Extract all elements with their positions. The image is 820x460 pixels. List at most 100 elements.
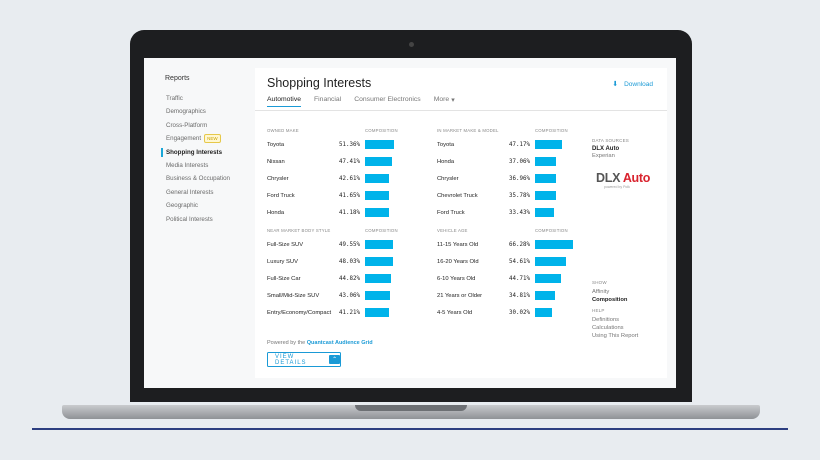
row-value: 41.21% <box>339 310 360 316</box>
view-details-label: VIEW DETAILS <box>275 353 307 366</box>
sidebar-item-traffic[interactable]: Traffic <box>166 92 256 105</box>
sidebar-item-label: Demographics <box>166 108 206 116</box>
row-value: 33.43% <box>509 210 530 216</box>
row-label: Toyota <box>437 142 455 148</box>
composition-header: COMPOSITION <box>365 228 398 233</box>
row-value: 35.78% <box>509 193 530 199</box>
row-value: 34.81% <box>509 293 530 299</box>
row-label: Honda <box>437 159 455 165</box>
section-in-market-make-model: IN MARKET MAKE & MODEL COMPOSITION Toyota 4… <box>437 128 597 223</box>
table-row: Small/Mid-Size SUV 43.06% <box>267 289 427 306</box>
show-option-composition[interactable]: Composition <box>592 297 628 303</box>
composition-bar <box>535 274 561 283</box>
table-row: 16-20 Years Old 54.61% <box>437 255 597 272</box>
floor-line <box>32 428 788 430</box>
row-label: Ford Truck <box>267 193 295 199</box>
row-value: 30.02% <box>509 310 530 316</box>
table-row: Chevrolet Truck 35.78% <box>437 189 597 206</box>
row-value: 37.06% <box>509 159 530 165</box>
composition-bar <box>365 257 393 266</box>
table-row: 6-10 Years Old 44.71% <box>437 272 597 289</box>
row-label: 6-10 Years Old <box>437 276 476 282</box>
laptop-base <box>62 405 760 419</box>
composition-bar <box>365 191 389 200</box>
composition-bar <box>365 157 393 166</box>
help-title: HELP <box>592 308 605 313</box>
composition-bar <box>365 240 394 249</box>
section-near-market-body-style: NEAR MARKET BODY STYLE COMPOSITION Full-Si… <box>267 228 427 323</box>
composition-bar <box>365 308 389 317</box>
tab-divider <box>255 110 667 111</box>
sidebar-item-geographic[interactable]: Geographic <box>166 199 256 212</box>
show-title: SHOW <box>592 280 607 285</box>
sidebar-item-label: General Interests <box>166 188 214 196</box>
chevron-up-icon: ⌃ <box>329 355 340 364</box>
tab-automotive[interactable]: Automotive <box>267 96 302 107</box>
row-value: 44.71% <box>509 276 530 282</box>
camera <box>409 42 414 47</box>
chevron-down-icon: ▾ <box>451 97 455 104</box>
sidebar-item-label: Engagement <box>166 135 202 143</box>
sidebar-item-cross-platform[interactable]: Cross-Platform <box>166 119 256 132</box>
row-label: 21 Years or Older <box>437 293 483 299</box>
help-link-using-this-report[interactable]: Using This Report <box>592 333 639 339</box>
table-row: Chrysler 42.61% <box>267 172 427 189</box>
row-label: Luxury SUV <box>267 259 298 265</box>
view-details-button[interactable]: VIEW DETAILS ⌃ <box>267 352 341 367</box>
sidebar-list: Traffic Demographics Cross-Platform Engagem… <box>161 92 256 226</box>
sidebar-item-media-interests[interactable]: Media Interests <box>166 159 256 172</box>
sidebar-item-demographics[interactable]: Demographics <box>166 105 256 118</box>
section-title: VEHICLE AGE <box>437 228 468 233</box>
sidebar-item-engagement[interactable]: Engagement NEW <box>166 132 256 145</box>
tab-more[interactable]: More ▾ <box>433 96 455 104</box>
row-value: 36.96% <box>509 176 530 182</box>
sidebar-item-political-interests[interactable]: Political Interests <box>166 213 256 226</box>
sidebar-item-label: Cross-Platform <box>166 121 208 129</box>
audience-grid-link[interactable]: Quantcast Audience Grid <box>306 340 373 346</box>
tab-consumer-electronics[interactable]: Consumer Electronics <box>354 96 421 103</box>
table-row: 21 Years or Older 34.81% <box>437 289 597 306</box>
sidebar: Reports Traffic Demographics Cross-Platfor… <box>144 58 254 388</box>
row-value: 48.03% <box>339 259 360 265</box>
show-option-affinity[interactable]: Affinity <box>592 289 610 295</box>
download-button[interactable]: ⬇ Download <box>612 80 653 89</box>
sidebar-item-business-occupation[interactable]: Business & Occupation <box>166 172 256 185</box>
composition-bar <box>535 208 555 217</box>
composition-bar <box>535 257 567 266</box>
table-row: Honda 41.18% <box>267 206 427 223</box>
table-row: Nissan 47.41% <box>267 155 427 172</box>
composition-bar <box>535 191 556 200</box>
composition-bar <box>365 291 390 300</box>
row-label: Full-Size Car <box>267 276 301 282</box>
tab-bar: Automotive Financial Consumer Electronics M… <box>267 96 455 107</box>
sidebar-item-label: Media Interests <box>166 161 209 169</box>
sidebar-item-general-interests[interactable]: General Interests <box>166 186 256 199</box>
sidebar-item-label: Traffic <box>166 95 183 102</box>
row-label: Full-Size SUV <box>267 242 304 248</box>
help-link-definitions[interactable]: Definitions <box>592 317 620 323</box>
table-row: Ford Truck 33.43% <box>437 206 597 223</box>
data-source-secondary: Experian <box>592 153 615 159</box>
download-icon: ⬇ <box>612 81 619 88</box>
help-link-calculations[interactable]: Calculations <box>592 325 624 331</box>
sidebar-item-label: Geographic <box>166 202 198 210</box>
row-label: Nissan <box>267 159 285 165</box>
sidebar-item-shopping-interests[interactable]: Shopping Interests <box>161 146 256 159</box>
row-label: Chrysler <box>267 176 289 182</box>
row-label: 11-15 Years Old <box>437 242 479 248</box>
composition-bar <box>535 240 573 249</box>
tab-financial[interactable]: Financial <box>314 96 342 103</box>
composition-bar <box>535 291 555 300</box>
row-label: Chevrolet Truck <box>437 193 478 199</box>
section-title: OWNED MAKE <box>267 128 299 133</box>
composition-bar <box>365 208 389 217</box>
row-label: Small/Mid-Size SUV <box>267 293 320 299</box>
row-value: 49.55% <box>339 242 360 248</box>
row-value: 47.17% <box>509 142 530 148</box>
table-row: Full-Size Car 44.82% <box>267 272 427 289</box>
row-value: 44.82% <box>339 276 360 282</box>
composition-bar <box>535 174 557 183</box>
table-row: Chrysler 36.96% <box>437 172 597 189</box>
composition-bar <box>535 140 562 149</box>
table-row: Full-Size SUV 49.55% <box>267 238 427 255</box>
